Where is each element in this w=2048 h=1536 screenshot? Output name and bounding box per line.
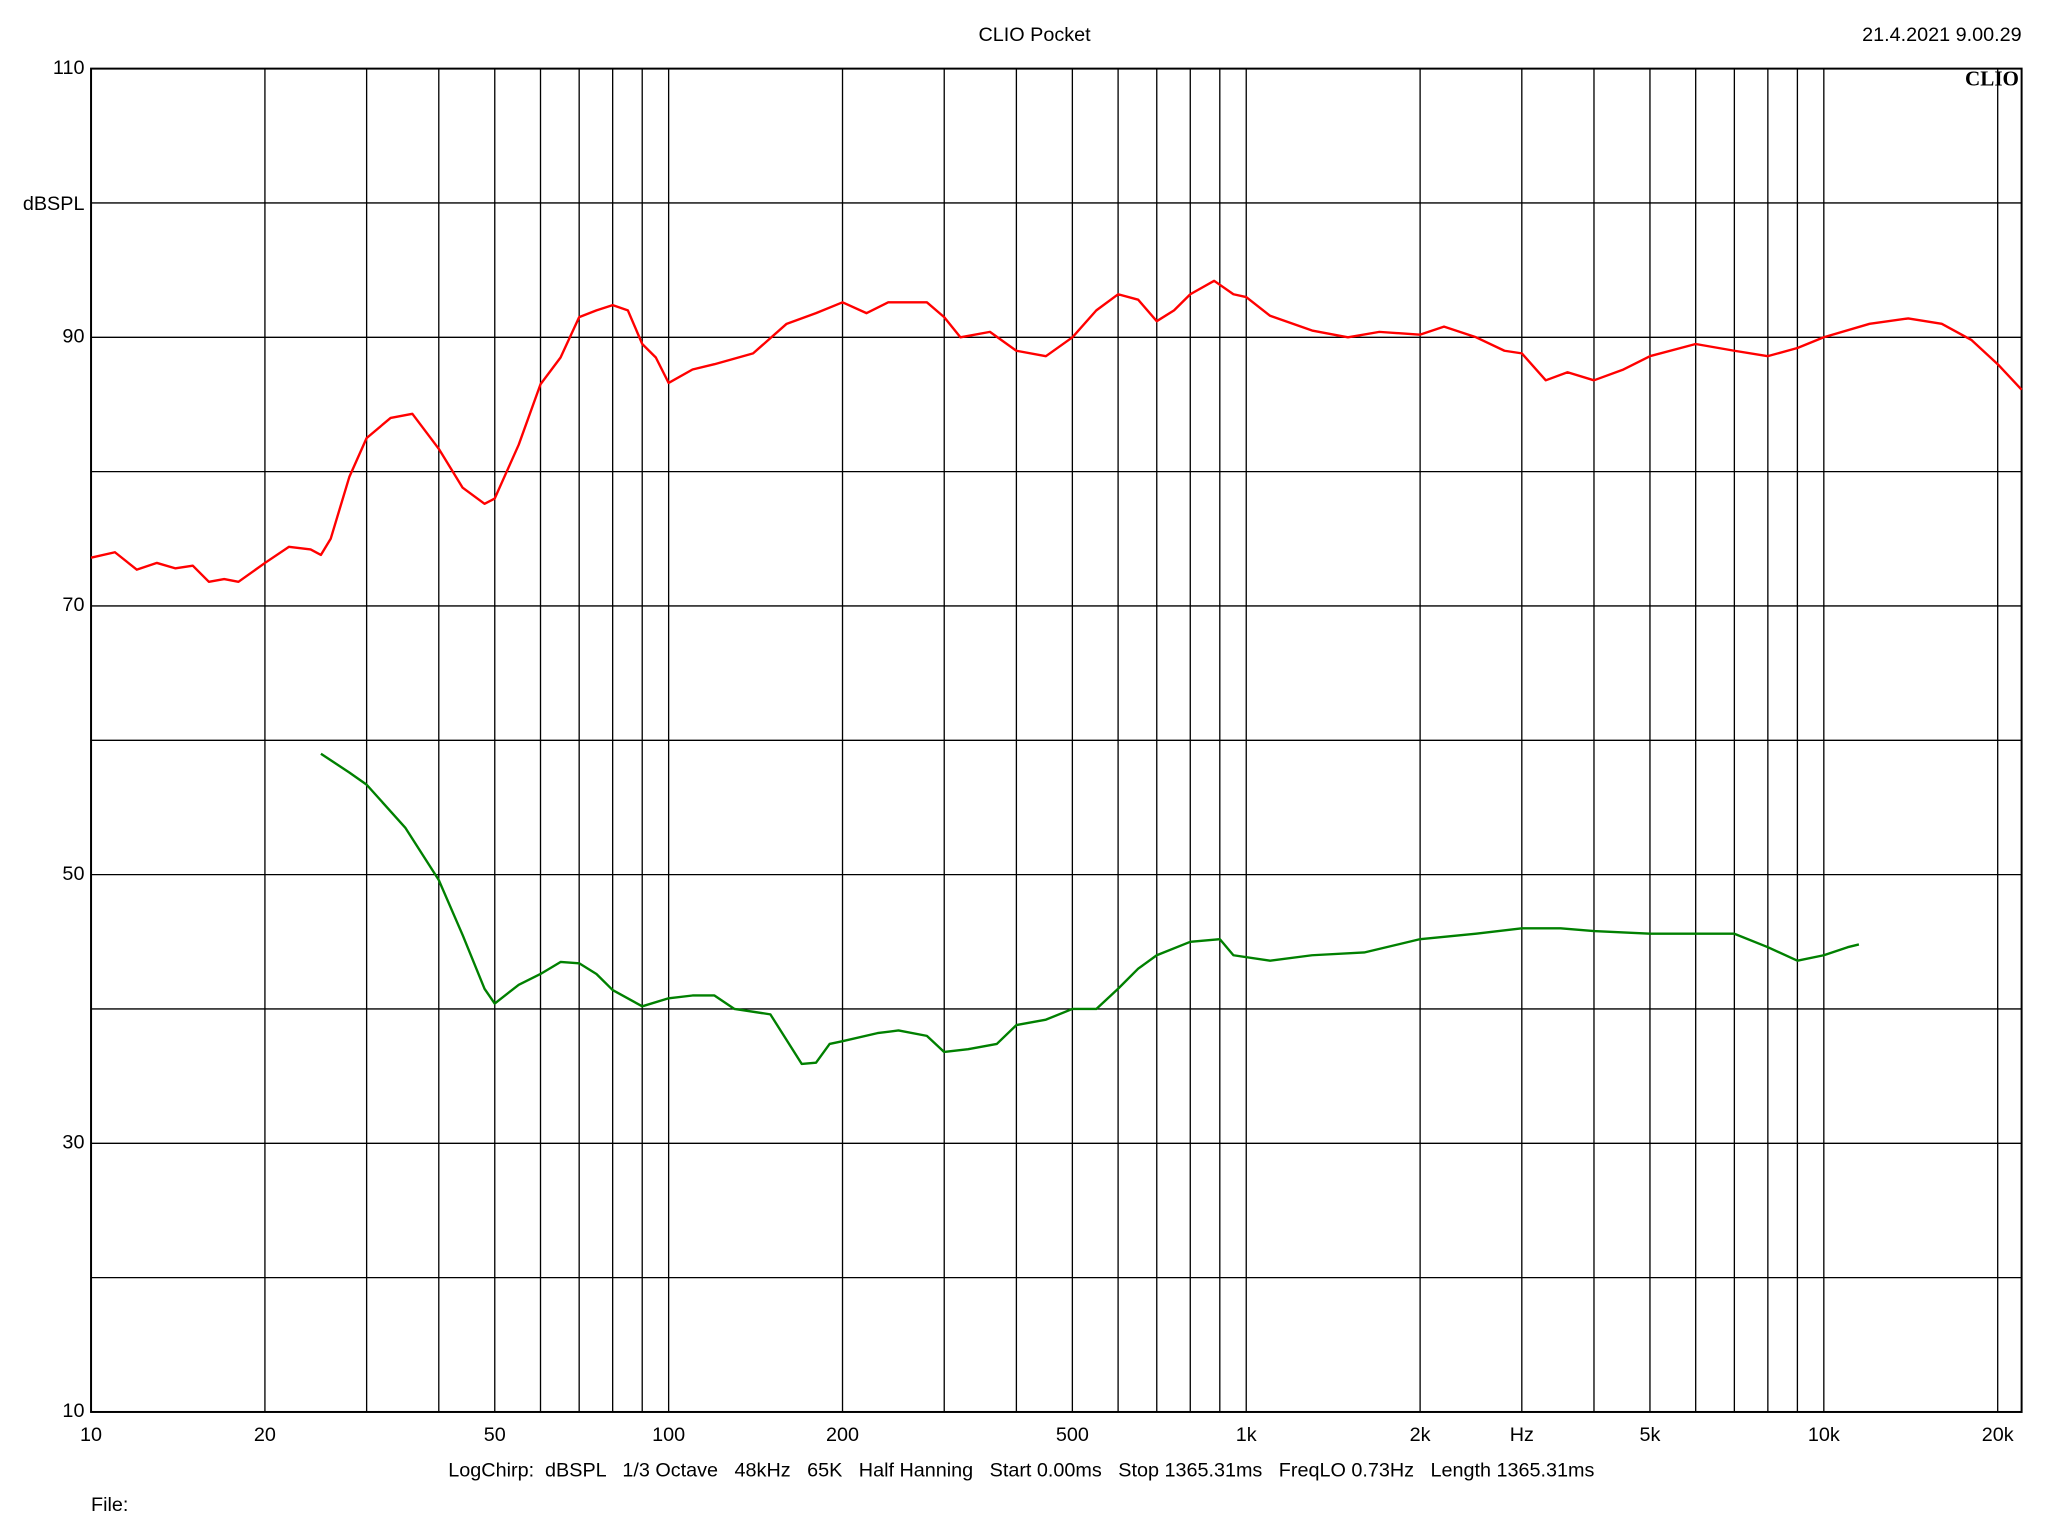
plot-frame <box>90 67 2023 1413</box>
x-tick-label: 500 <box>1056 1424 1089 1446</box>
x-tick-label: 20 <box>254 1424 276 1446</box>
x-tick-label: 20k <box>1982 1424 2014 1446</box>
series-line <box>90 279 2023 583</box>
x-axis-label: Hz <box>1510 1424 1534 1446</box>
y-tick-label: 30 <box>62 1132 84 1154</box>
y-tick-label: 10 <box>62 1400 84 1422</box>
x-tick-label: 10 <box>80 1424 102 1446</box>
series-line <box>320 752 1860 1066</box>
x-tick-label: 1k <box>1236 1424 1257 1446</box>
file-label: File: <box>91 1494 128 1516</box>
x-tick-label: 2k <box>1410 1424 1431 1446</box>
x-tick-label: 100 <box>652 1424 685 1446</box>
timestamp: 21.4.2021 9.00.29 <box>1862 24 2022 46</box>
logo: CLIO <box>1965 66 2019 90</box>
y-tick-label: 90 <box>62 326 84 348</box>
x-tick-label: 200 <box>826 1424 859 1446</box>
x-tick-label: 10k <box>1808 1424 1840 1446</box>
x-tick-label: 5k <box>1640 1424 1661 1446</box>
footer: LogChirp: dBSPL 1/3 Octave 48kHz 65K Hal… <box>448 1460 1594 1482</box>
y-tick-label: 110 <box>53 57 85 79</box>
chart-title: CLIO Pocket <box>978 24 1091 46</box>
x-tick-label: 50 <box>484 1424 506 1446</box>
y-tick-label: 70 <box>62 594 84 616</box>
y-tick-label: 50 <box>62 863 84 885</box>
y-axis-label: dBSPL <box>23 193 85 215</box>
